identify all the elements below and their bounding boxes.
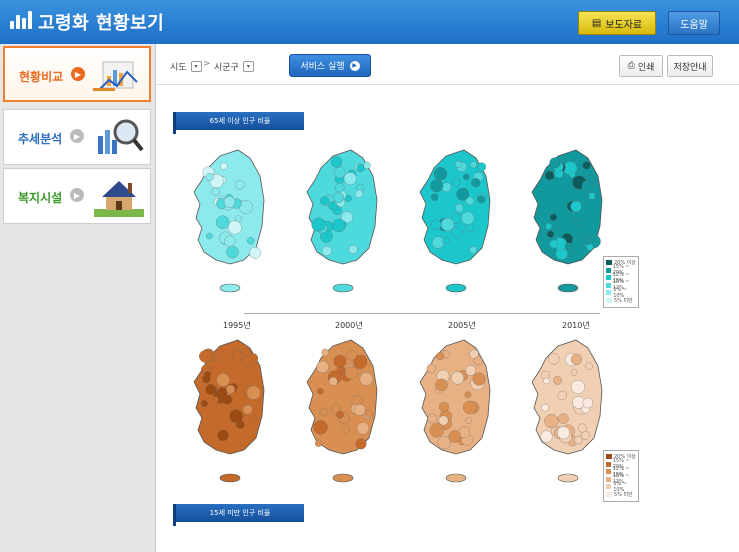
legend-swatch — [606, 267, 611, 273]
help-button[interactable]: 도움말 — [668, 11, 720, 35]
sidebar-item-welfare-facilities[interactable]: 복지시설 ▶ — [3, 168, 151, 224]
legend-swatch — [606, 461, 611, 467]
legend-swatch — [606, 282, 611, 288]
sidebar-item-status-compare[interactable]: 현황비교 ▶ — [3, 46, 151, 102]
legend-item: 5% 미만 — [606, 297, 636, 305]
sigungu-select[interactable]: 시군구 ▾ — [214, 60, 254, 73]
year-label: 2010년 — [562, 321, 590, 330]
legend-swatch — [606, 297, 612, 303]
elderly-legend: 20% 이상 15% ~ 20% 12% ~ 15% 10% ~ 12% 5% ~ 10… — [603, 256, 639, 308]
legend-swatch — [606, 469, 611, 475]
legend-label: 12% ~ 15% — [612, 465, 630, 478]
print-button[interactable]: ⎙ 인쇄 — [619, 55, 663, 77]
legend-swatch — [606, 491, 612, 497]
elderly-map-0 — [193, 149, 265, 293]
child-map-0 — [193, 339, 265, 483]
sidebar: 현황비교 ▶ 추세분석 ▶ 복지시설 ▶ — [0, 44, 156, 552]
year-label: 2005년 — [448, 321, 476, 330]
save-guide-button[interactable]: 저장안내 — [667, 55, 713, 77]
legend-item: 15% ~ 20% — [606, 264, 636, 277]
timeline-axis — [244, 313, 600, 314]
elderly-map-2 — [419, 149, 491, 293]
child-map-2 — [419, 339, 491, 483]
sidebar-item-trend-analysis[interactable]: 추세분석 ▶ — [3, 109, 151, 165]
sidebar-item-label: 추세분석 — [18, 132, 63, 146]
app-logo-icon — [10, 11, 32, 29]
chevron-down-icon: ▾ — [190, 61, 202, 72]
legend-item: 12% ~ 15% — [606, 465, 636, 478]
elderly-ratio-label: 65세 이상 인구 비율 — [173, 112, 304, 134]
legend-item: 10% ~ 12% — [606, 279, 636, 292]
child-legend: 20% 이상 15% ~ 20% 12% ~ 15% 10% ~ 12% 5% ~ 10… — [603, 450, 639, 502]
legend-label: 20% 이상 — [614, 454, 636, 461]
legend-item: 5% 미만 — [606, 491, 636, 499]
elderly-map-1 — [306, 149, 378, 293]
legend-label: 5% ~ 10% — [613, 480, 627, 493]
legend-item: 5% ~ 10% — [606, 286, 636, 299]
app-header: 고령화 현황보기 ▤ 보도자료 도움말 — [0, 0, 739, 44]
legend-label: 12% ~ 15% — [612, 271, 630, 284]
legend-label: 5% 미만 — [614, 297, 633, 304]
year-label: 1995년 — [223, 321, 251, 330]
child-map-3 — [531, 339, 603, 483]
house-illustration-icon — [94, 181, 144, 217]
legend-item: 5% ~ 10% — [606, 480, 636, 493]
legend-item: 15% ~ 20% — [606, 458, 636, 471]
legend-swatch — [606, 454, 612, 460]
legend-swatch — [606, 476, 611, 482]
legend-label: 10% ~ 12% — [612, 473, 630, 486]
legend-label: 10% ~ 12% — [612, 279, 630, 292]
app-title: 고령화 현황보기 — [38, 13, 165, 34]
legend-label: 15% ~ 20% — [612, 458, 630, 471]
printer-icon: ⎙ — [627, 61, 635, 71]
play-icon: ▶ — [349, 60, 360, 71]
child-ratio-label: 15세 미만 인구 비율 — [173, 504, 304, 526]
legend-label: 15% ~ 20% — [612, 264, 630, 277]
toolbar: 시도 ▾ > 시군구 ▾ — [156, 44, 739, 85]
legend-label: 5% 미만 — [614, 491, 633, 498]
legend-item: 10% ~ 12% — [606, 473, 636, 486]
chart-illustration-icon — [93, 61, 138, 91]
legend-label: 20% 이상 — [614, 260, 636, 267]
legend-item: 12% ~ 15% — [606, 271, 636, 284]
document-icon: ▤ — [591, 17, 602, 29]
sido-select[interactable]: 시도 ▾ — [170, 60, 202, 73]
legend-swatch — [606, 260, 612, 266]
legend-swatch — [606, 484, 612, 490]
arrow-right-icon: ▶ — [71, 67, 85, 81]
legend-swatch — [606, 290, 612, 296]
legend-item: 20% 이상 — [606, 259, 636, 267]
legend-swatch — [606, 275, 611, 281]
legend-item: 20% 이상 — [606, 453, 636, 461]
elderly-map-3 — [531, 149, 603, 293]
sidebar-item-label: 현황비교 — [19, 70, 64, 84]
chevron-down-icon: ▾ — [242, 61, 254, 72]
child-map-1 — [306, 339, 378, 483]
legend-label: 5% ~ 10% — [613, 286, 627, 299]
press-release-button[interactable]: ▤ 보도자료 — [578, 11, 656, 35]
arrow-right-icon: ▶ — [70, 188, 84, 202]
run-service-button[interactable]: 서비스 실행 ▶ — [289, 54, 371, 77]
year-label: 2000년 — [335, 321, 363, 330]
arrow-right-icon: ▶ — [70, 129, 84, 143]
sidebar-item-label: 복지시설 — [18, 191, 63, 205]
breadcrumb-separator-icon: > — [203, 59, 211, 69]
magnifier-chart-illustration-icon — [98, 119, 144, 154]
